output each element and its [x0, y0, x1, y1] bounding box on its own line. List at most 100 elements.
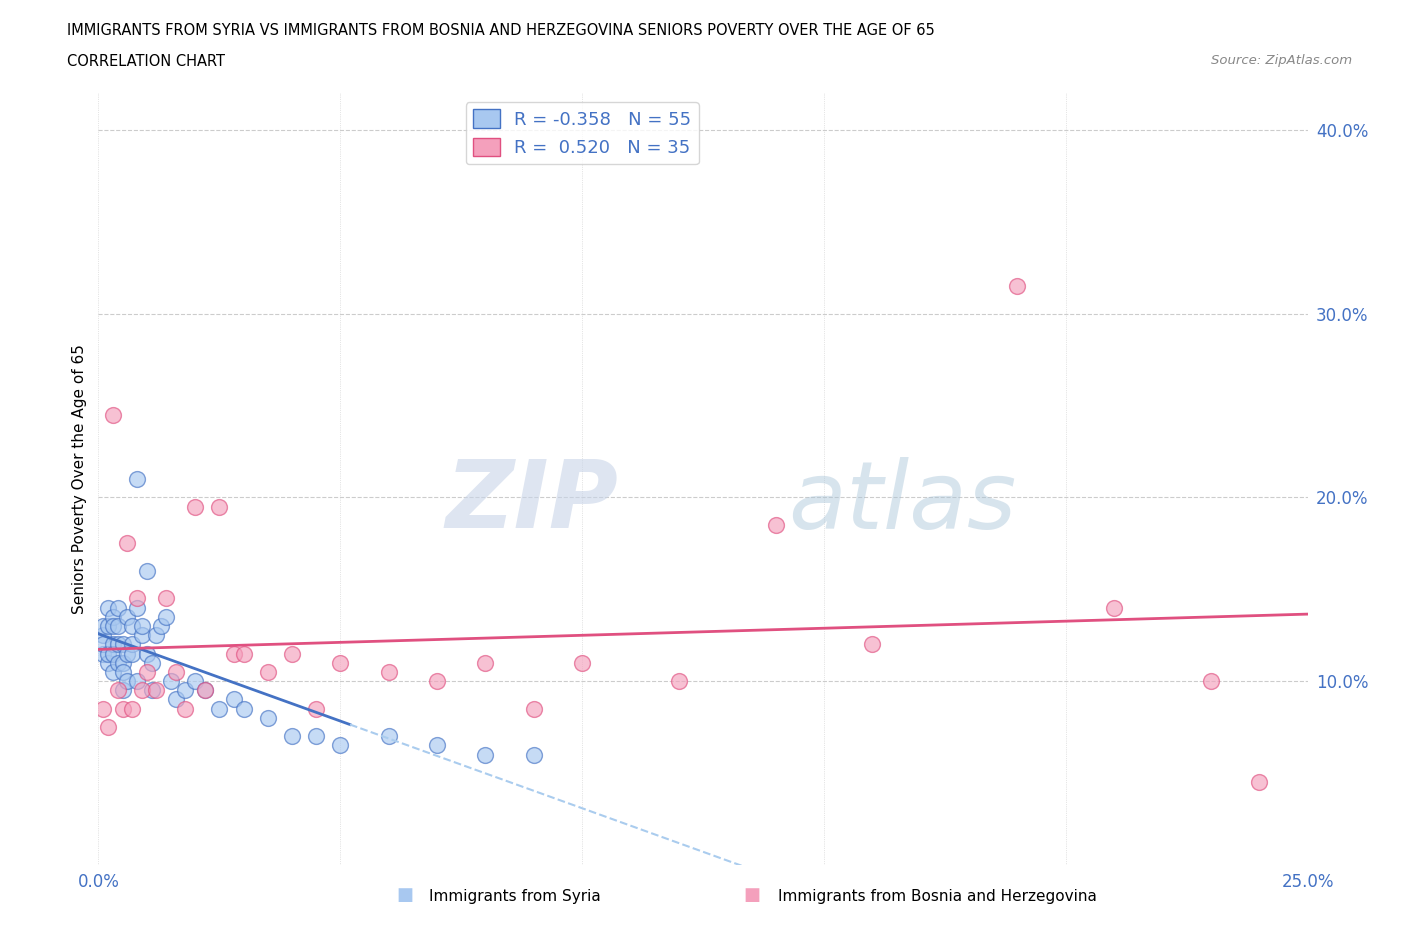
Text: ■: ■: [744, 886, 761, 904]
Point: [111, 701, 134, 716]
Point: [145, 683, 167, 698]
Text: IMMIGRANTS FROM SYRIA VS IMMIGRANTS FROM BOSNIA AND HERZEGOVINA SENIORS POVERTY : IMMIGRANTS FROM SYRIA VS IMMIGRANTS FROM…: [67, 23, 935, 38]
Point: [860, 637, 883, 652]
Point: [101, 618, 124, 633]
Point: [426, 738, 449, 753]
Point: [131, 628, 153, 643]
Point: [765, 517, 787, 532]
Point: [127, 591, 149, 605]
Point: [256, 665, 278, 680]
Point: [91, 637, 114, 652]
Point: [208, 701, 231, 716]
Text: ■: ■: [396, 886, 413, 904]
Point: [222, 646, 245, 661]
Point: [111, 637, 134, 652]
Point: [232, 701, 254, 716]
Point: [523, 701, 546, 716]
Point: [91, 646, 114, 661]
Point: [155, 591, 177, 605]
Point: [184, 673, 207, 688]
Point: [174, 701, 197, 716]
Point: [155, 609, 177, 624]
Point: [305, 729, 328, 744]
Point: [571, 656, 593, 671]
Point: [1102, 600, 1125, 615]
Point: [377, 665, 399, 680]
Text: Immigrants from Bosnia and Herzegovina: Immigrants from Bosnia and Herzegovina: [778, 889, 1097, 904]
Point: [377, 729, 399, 744]
Point: [256, 711, 278, 725]
Point: [329, 656, 352, 671]
Point: [101, 609, 124, 624]
Point: [131, 618, 153, 633]
Point: [97, 720, 120, 735]
Point: [117, 609, 139, 624]
Point: [127, 472, 149, 486]
Point: [135, 665, 157, 680]
Point: [131, 683, 153, 698]
Point: [111, 656, 134, 671]
Point: [194, 683, 217, 698]
Point: [1199, 673, 1222, 688]
Point: [91, 628, 114, 643]
Point: [107, 656, 129, 671]
Point: [121, 637, 143, 652]
Point: [174, 683, 197, 698]
Point: [668, 673, 690, 688]
Point: [281, 729, 304, 744]
Text: Source: ZipAtlas.com: Source: ZipAtlas.com: [1212, 54, 1353, 67]
Point: [135, 646, 157, 661]
Point: [135, 564, 157, 578]
Point: [97, 618, 120, 633]
Point: [107, 683, 129, 698]
Text: ZIP: ZIP: [446, 456, 619, 548]
Point: [117, 646, 139, 661]
Point: [121, 701, 143, 716]
Point: [91, 701, 114, 716]
Point: [97, 656, 120, 671]
Point: [127, 673, 149, 688]
Point: [165, 665, 187, 680]
Point: [305, 701, 328, 716]
Point: [165, 692, 187, 707]
Point: [101, 646, 124, 661]
Point: [1249, 775, 1271, 790]
Point: [232, 646, 254, 661]
Point: [208, 499, 231, 514]
Point: [141, 656, 163, 671]
Point: [121, 618, 143, 633]
Point: [121, 646, 143, 661]
Point: [107, 600, 129, 615]
Point: [281, 646, 304, 661]
Point: [117, 673, 139, 688]
Point: [111, 683, 134, 698]
Point: [1007, 279, 1029, 294]
Point: [97, 646, 120, 661]
Point: [111, 665, 134, 680]
Point: [160, 673, 183, 688]
Point: [474, 747, 496, 762]
Legend: R = -0.358   N = 55, R =  0.520   N = 35: R = -0.358 N = 55, R = 0.520 N = 35: [465, 102, 699, 165]
Y-axis label: Seniors Poverty Over the Age of 65: Seniors Poverty Over the Age of 65: [72, 344, 87, 614]
Point: [117, 536, 139, 551]
Point: [91, 618, 114, 633]
Point: [150, 618, 173, 633]
Text: Immigrants from Syria: Immigrants from Syria: [429, 889, 600, 904]
Text: atlas: atlas: [787, 457, 1017, 548]
Point: [127, 600, 149, 615]
Point: [141, 683, 163, 698]
Point: [107, 637, 129, 652]
Point: [101, 637, 124, 652]
Point: [194, 683, 217, 698]
Point: [222, 692, 245, 707]
Point: [523, 747, 546, 762]
Point: [426, 673, 449, 688]
Point: [97, 600, 120, 615]
Point: [101, 665, 124, 680]
Text: CORRELATION CHART: CORRELATION CHART: [67, 54, 225, 69]
Point: [329, 738, 352, 753]
Point: [101, 407, 124, 422]
Point: [107, 618, 129, 633]
Point: [474, 656, 496, 671]
Point: [145, 628, 167, 643]
